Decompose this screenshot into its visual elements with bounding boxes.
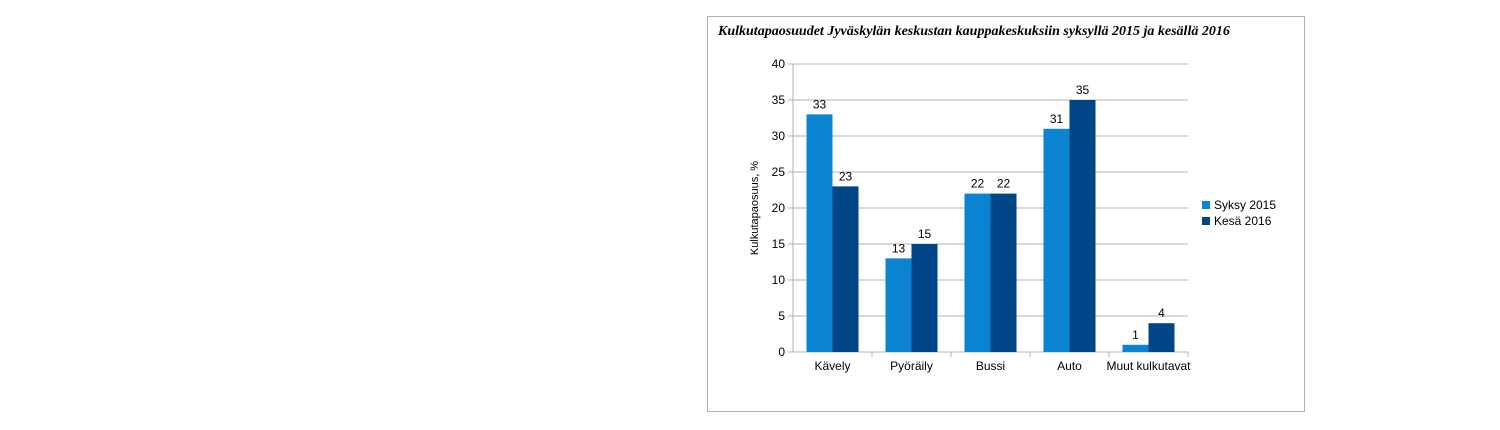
legend-label: Kesä 2016 [1214,214,1272,228]
x-tick-label: Auto [1057,359,1082,373]
bar-syksy-2015 [964,193,991,352]
bar-kesa-2016 [1148,323,1175,352]
bar-syksy-2015 [806,114,833,353]
x-tick-label: Muut kulkutavat [1106,359,1191,373]
legend-swatch [1202,201,1210,209]
bar-kesa-2016 [990,193,1017,352]
bar-syksy-2015 [885,258,912,352]
data-label: 22 [971,177,985,191]
x-tick-label: Pyöräily [890,359,933,373]
y-axis-label: Kulkutapaosuus, % [749,161,761,255]
y-tick-label: 30 [772,129,786,143]
data-label: 31 [1050,112,1064,126]
bar-kesa-2016 [1069,100,1096,352]
bar-syksy-2015 [1122,344,1149,352]
legend-swatch [1202,217,1210,225]
data-label: 33 [813,97,827,111]
bar-kesa-2016 [832,186,859,352]
y-tick-label: 10 [772,273,786,287]
y-tick-label: 20 [772,201,786,215]
y-tick-label: 0 [778,345,785,359]
data-label: 23 [839,169,853,183]
data-label: 15 [918,227,932,241]
data-label: 1 [1132,328,1139,342]
y-tick-label: 35 [772,93,786,107]
data-label: 35 [1076,83,1090,97]
data-label: 22 [997,177,1011,191]
y-tick-label: 25 [772,165,786,179]
data-label: 13 [892,241,906,255]
bar-kesa-2016 [911,244,938,352]
chart-title: Kulkutapaosuudet Jyväskylän keskustan ka… [718,24,1230,39]
y-tick-label: 40 [772,57,786,71]
data-label: 4 [1158,306,1165,320]
x-tick-label: Bussi [976,359,1005,373]
bar-syksy-2015 [1043,128,1070,352]
y-tick-label: 15 [772,237,786,251]
legend-label: Syksy 2015 [1214,198,1276,212]
x-tick-label: Kävely [814,359,850,373]
y-tick-label: 5 [778,309,785,323]
